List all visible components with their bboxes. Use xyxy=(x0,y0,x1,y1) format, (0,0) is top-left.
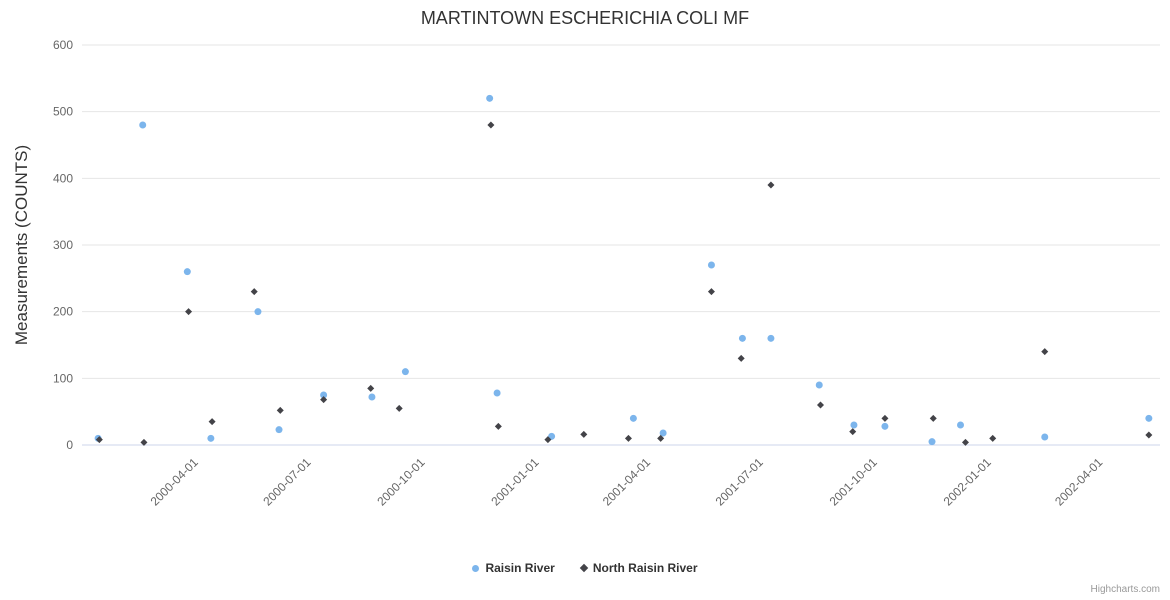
x-axis-label: 2001-01-01 xyxy=(488,455,542,509)
data-point[interactable] xyxy=(368,393,376,401)
data-point[interactable] xyxy=(544,436,552,444)
y-axis-label: 0 xyxy=(66,438,73,452)
y-axis-label: 200 xyxy=(53,305,73,319)
data-point[interactable] xyxy=(881,422,889,430)
data-point[interactable] xyxy=(493,389,501,397)
data-point[interactable] xyxy=(367,384,375,392)
data-point[interactable] xyxy=(185,308,193,316)
y-axis-label: 500 xyxy=(53,105,73,119)
data-point[interactable] xyxy=(275,426,283,434)
y-axis-label: 300 xyxy=(53,238,73,252)
data-point[interactable] xyxy=(207,434,215,442)
data-point[interactable] xyxy=(395,404,403,412)
legend-label-north-raisin-river: North Raisin River xyxy=(592,561,698,575)
data-point[interactable] xyxy=(629,414,637,422)
data-point[interactable] xyxy=(1145,414,1153,422)
data-point[interactable] xyxy=(1041,348,1049,356)
data-point[interactable] xyxy=(707,288,715,296)
x-axis-label: 2002-04-01 xyxy=(1052,455,1106,509)
data-point[interactable] xyxy=(320,396,328,404)
legend-label-raisin-river: Raisin River xyxy=(485,561,555,575)
data-point[interactable] xyxy=(487,121,495,129)
x-axis-label: 2000-07-01 xyxy=(260,455,314,509)
data-point[interactable] xyxy=(707,261,715,269)
data-point[interactable] xyxy=(737,354,745,362)
x-axis-label: 2002-01-01 xyxy=(941,455,995,509)
data-point[interactable] xyxy=(183,268,191,276)
data-point[interactable] xyxy=(815,381,823,389)
data-point[interactable] xyxy=(1041,433,1049,441)
data-point[interactable] xyxy=(657,434,665,442)
data-point[interactable] xyxy=(624,434,632,442)
data-point[interactable] xyxy=(254,308,262,316)
data-point[interactable] xyxy=(401,368,409,376)
data-point[interactable] xyxy=(850,421,858,429)
x-axis-label: 2000-04-01 xyxy=(148,455,202,509)
data-point[interactable] xyxy=(548,432,556,440)
data-point[interactable] xyxy=(659,429,667,437)
data-point[interactable] xyxy=(208,418,216,426)
data-point[interactable] xyxy=(928,438,936,446)
data-point[interactable] xyxy=(580,430,588,438)
data-point[interactable] xyxy=(320,391,328,399)
data-point[interactable] xyxy=(95,436,103,444)
y-axis-label: 400 xyxy=(53,171,73,185)
x-axis-label: 2001-10-01 xyxy=(827,455,881,509)
legend: Raisin River North Raisin River xyxy=(0,561,1170,575)
highcharts-credits[interactable]: Highcharts.com xyxy=(1090,584,1160,595)
diamond-marker-icon xyxy=(579,563,589,573)
x-axis-label: 2001-07-01 xyxy=(713,455,767,509)
data-point[interactable] xyxy=(140,438,148,446)
data-point[interactable] xyxy=(849,428,857,436)
x-axis-label: 2000-10-01 xyxy=(374,455,428,509)
data-point[interactable] xyxy=(816,401,824,409)
data-point[interactable] xyxy=(767,181,775,189)
legend-item-north-raisin-river[interactable]: North Raisin River xyxy=(579,561,698,575)
data-point[interactable] xyxy=(486,94,494,102)
data-point[interactable] xyxy=(494,422,502,430)
data-point[interactable] xyxy=(738,334,746,342)
data-point[interactable] xyxy=(276,406,284,414)
data-point[interactable] xyxy=(139,121,147,129)
data-point[interactable] xyxy=(250,288,258,296)
data-point[interactable] xyxy=(881,414,889,422)
chart-title: MARTINTOWN ESCHERICHIA COLI MF xyxy=(420,8,750,28)
y-axis-label: 600 xyxy=(53,38,73,52)
data-point[interactable] xyxy=(961,438,969,446)
y-axis-title: Measurements (COUNTS) xyxy=(12,145,31,345)
data-point[interactable] xyxy=(989,434,997,442)
circle-marker-icon xyxy=(472,564,480,572)
y-axis-label: 100 xyxy=(53,371,73,385)
data-point[interactable] xyxy=(1145,431,1153,439)
data-point[interactable] xyxy=(957,421,965,429)
data-point[interactable] xyxy=(767,334,775,342)
data-point[interactable] xyxy=(929,414,937,422)
scatter-plot: 0 100 200 300 400 500 600 2000-04-01 2000-07-01 2… xyxy=(12,38,1160,509)
legend-item-raisin-river[interactable]: Raisin River xyxy=(472,561,555,575)
x-axis-label: 2001-04-01 xyxy=(600,455,654,509)
